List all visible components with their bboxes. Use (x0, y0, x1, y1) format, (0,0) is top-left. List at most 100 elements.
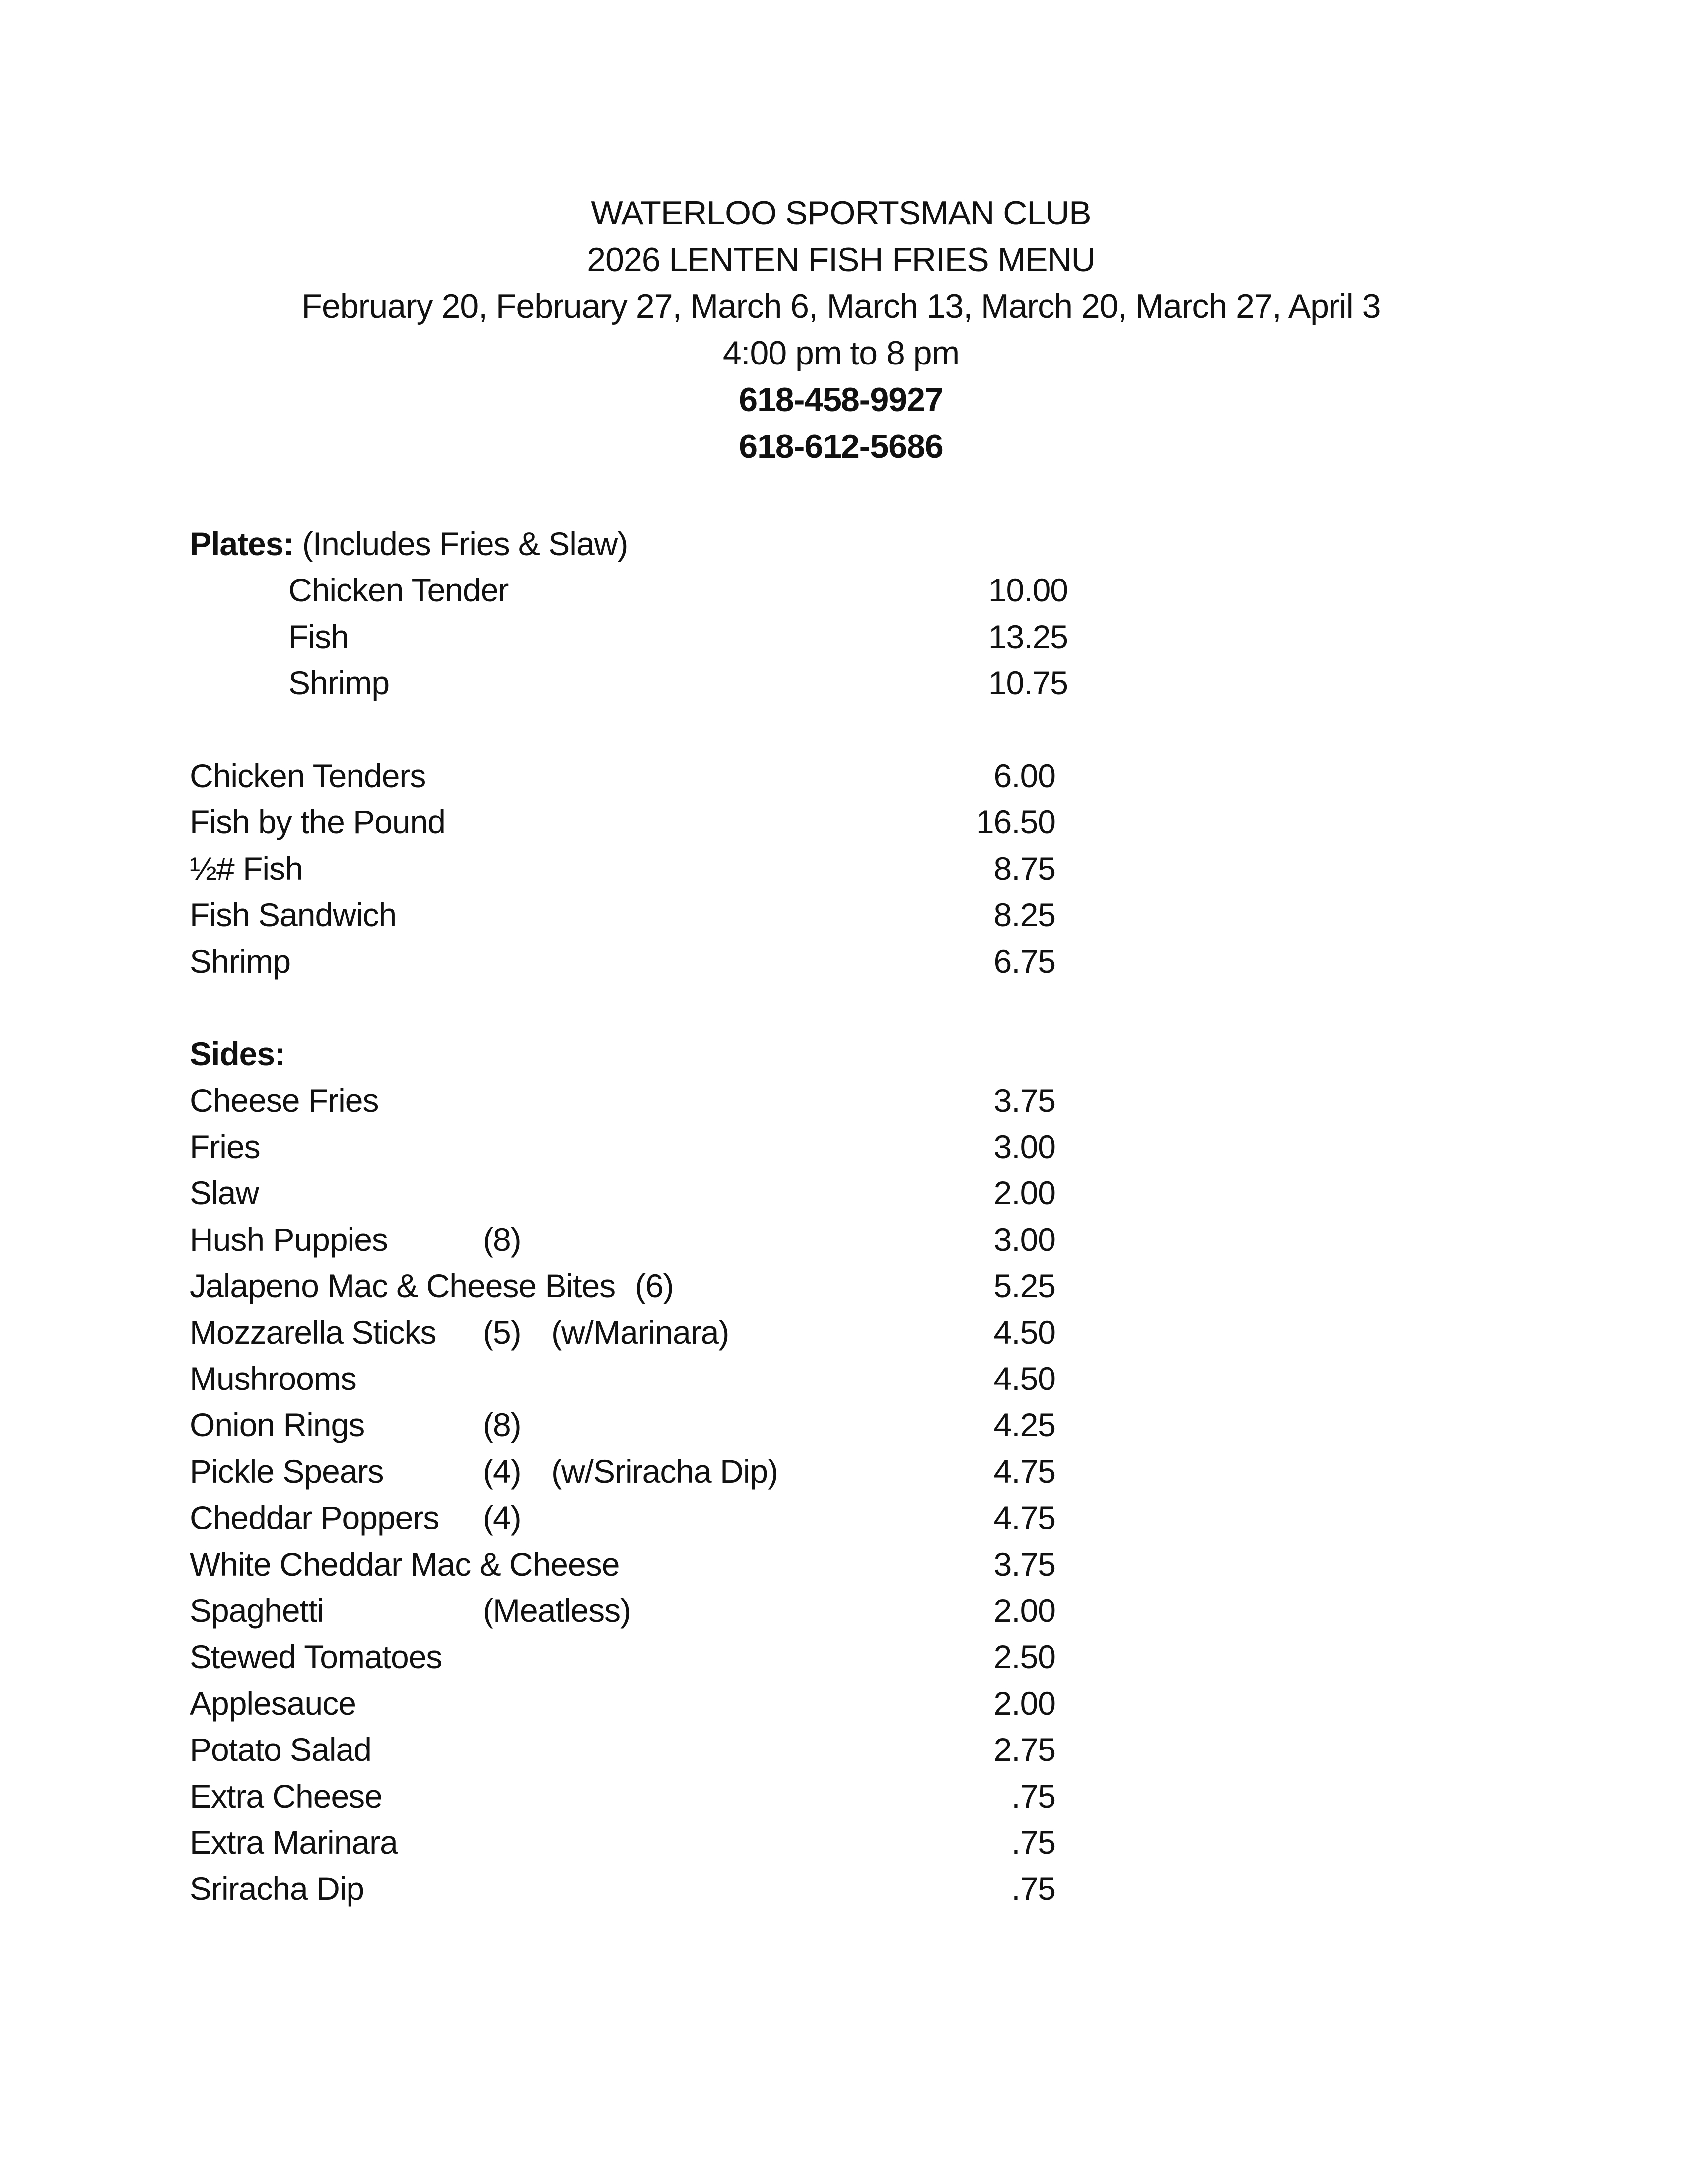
item-quantity: (4) (483, 1499, 522, 1536)
side-item: Mushrooms 4.50 (190, 1356, 1083, 1402)
item-name: Jalapeno Mac & Cheese Bites (190, 1267, 616, 1305)
item-name: Extra Cheese (190, 1777, 383, 1815)
item-note: (w/Marinara) (551, 1313, 729, 1351)
item-quantity: (8) (483, 1406, 522, 1444)
item-name: Onion Rings (190, 1406, 365, 1444)
item-price: 4.50 (993, 1313, 1056, 1351)
spacer (190, 985, 1083, 1031)
item-name: Fish (288, 618, 349, 655)
spacer (190, 707, 1083, 753)
side-item: Slaw 2.00 (190, 1170, 1083, 1216)
item-price: 10.75 (988, 664, 1068, 702)
menu-list: Plates: (Includes Fries & Slaw) Chicken T… (190, 521, 1083, 1912)
entree-item: Fish Sandwich 8.25 (190, 892, 1083, 938)
side-item: Applesauce 2.00 (190, 1680, 1083, 1727)
item-name: Stewed Tomatoes (190, 1638, 442, 1675)
item-name: Shrimp (190, 943, 291, 980)
plate-item: Chicken Tender 10.00 (190, 567, 1083, 613)
item-price: 6.00 (993, 757, 1056, 794)
item-quantity: (6) (635, 1267, 674, 1305)
item-name: Cheese Fries (190, 1082, 379, 1119)
item-price: 3.75 (993, 1082, 1056, 1119)
side-item: Potato Salad 2.75 (190, 1727, 1083, 1773)
side-item: Onion Rings (8) 4.25 (190, 1402, 1083, 1448)
plate-item: Fish 13.25 (190, 614, 1083, 660)
item-price: 2.75 (993, 1731, 1056, 1768)
sides-heading: Sides: (190, 1031, 1083, 1077)
item-price: 5.25 (993, 1267, 1056, 1305)
item-name: ½# Fish (190, 850, 303, 887)
side-item: Spaghetti (Meatless) 2.00 (190, 1588, 1083, 1634)
item-price: 3.75 (993, 1545, 1056, 1583)
item-name: Fish by the Pound (190, 803, 446, 841)
item-price: 2.00 (993, 1684, 1056, 1722)
item-price: 8.75 (993, 850, 1056, 887)
item-name: Mozzarella Sticks (190, 1313, 436, 1351)
plate-item: Shrimp 10.75 (190, 660, 1083, 706)
item-name: White Cheddar Mac & Cheese (190, 1545, 620, 1583)
side-item: Cheddar Poppers (4) 4.75 (190, 1495, 1083, 1541)
item-name: Pickle Spears (190, 1453, 384, 1490)
item-quantity: (Meatless) (483, 1592, 631, 1629)
item-name: Potato Salad (190, 1731, 372, 1768)
side-item: Fries 3.00 (190, 1124, 1083, 1170)
item-price: 2.00 (993, 1592, 1056, 1629)
item-name: Shrimp (288, 664, 390, 702)
side-item: Hush Puppies (8) 3.00 (190, 1217, 1083, 1263)
item-name: Fish Sandwich (190, 896, 397, 934)
item-price: 6.75 (993, 943, 1056, 980)
menu-title: 2026 LENTEN FISH FRIES MENU (587, 241, 1095, 279)
item-price: .75 (1011, 1870, 1056, 1907)
section-note: (Includes Fries & Slaw) (302, 525, 629, 562)
item-price: 2.50 (993, 1638, 1056, 1675)
item-quantity: (5) (483, 1313, 522, 1351)
phone-number-1: 618-458-9927 (739, 381, 943, 419)
side-item: Extra Marinara .75 (190, 1820, 1083, 1866)
item-price: 10.00 (988, 572, 1068, 609)
side-item: Extra Cheese .75 (190, 1773, 1083, 1820)
item-quantity: (4) (483, 1453, 522, 1490)
item-price: 3.00 (993, 1128, 1056, 1165)
side-item: Stewed Tomatoes 2.50 (190, 1634, 1083, 1680)
event-hours: 4:00 pm to 8 pm (722, 334, 960, 372)
item-price: 8.25 (993, 896, 1056, 934)
item-name: Mushrooms (190, 1360, 357, 1397)
item-price: 4.50 (993, 1360, 1056, 1397)
item-name: Slaw (190, 1174, 259, 1212)
club-name: WATERLOO SPORTSMAN CLUB (591, 194, 1091, 232)
item-name: Spaghetti (190, 1592, 324, 1629)
item-price: 4.25 (993, 1406, 1056, 1444)
item-name: Extra Marinara (190, 1823, 398, 1861)
item-name: Sriracha Dip (190, 1870, 364, 1907)
section-label: Plates: (190, 525, 294, 562)
item-price: 16.50 (976, 803, 1056, 841)
entree-item: Fish by the Pound 16.50 (190, 799, 1083, 845)
item-price: 4.75 (993, 1453, 1056, 1490)
plates-heading-text: Plates: (Includes Fries & Slaw) (190, 521, 628, 567)
item-note: (w/Sriracha Dip) (551, 1453, 778, 1490)
entree-item: Chicken Tenders 6.00 (190, 753, 1083, 799)
item-name: Chicken Tender (288, 572, 509, 609)
item-price: .75 (1011, 1777, 1056, 1815)
side-item: Sriracha Dip .75 (190, 1866, 1083, 1912)
side-item: Jalapeno Mac & Cheese Bites (6) 5.25 (190, 1263, 1083, 1309)
item-name: Cheddar Poppers (190, 1499, 439, 1536)
side-item: Mozzarella Sticks (5) (w/Marinara) 4.50 (190, 1310, 1083, 1356)
phone-number-2: 618-612-5686 (739, 428, 943, 465)
event-dates: February 20, February 27, March 6, March… (301, 288, 1381, 325)
item-price: .75 (1011, 1823, 1056, 1861)
entree-item: Shrimp 6.75 (190, 939, 1083, 985)
side-item: Cheese Fries 3.75 (190, 1078, 1083, 1124)
item-name: Chicken Tenders (190, 757, 426, 794)
side-item: White Cheddar Mac & Cheese 3.75 (190, 1541, 1083, 1588)
section-label: Sides: (190, 1035, 285, 1073)
item-price: 3.00 (993, 1221, 1056, 1258)
item-name: Hush Puppies (190, 1221, 388, 1258)
item-quantity: (8) (483, 1221, 522, 1258)
item-price: 2.00 (993, 1174, 1056, 1212)
item-name: Fries (190, 1128, 261, 1165)
plates-heading: Plates: (Includes Fries & Slaw) (190, 521, 1083, 567)
item-name: Applesauce (190, 1684, 356, 1722)
entree-item: ½# Fish 8.75 (190, 846, 1083, 892)
side-item: Pickle Spears (4) (w/Sriracha Dip) 4.75 (190, 1449, 1083, 1495)
